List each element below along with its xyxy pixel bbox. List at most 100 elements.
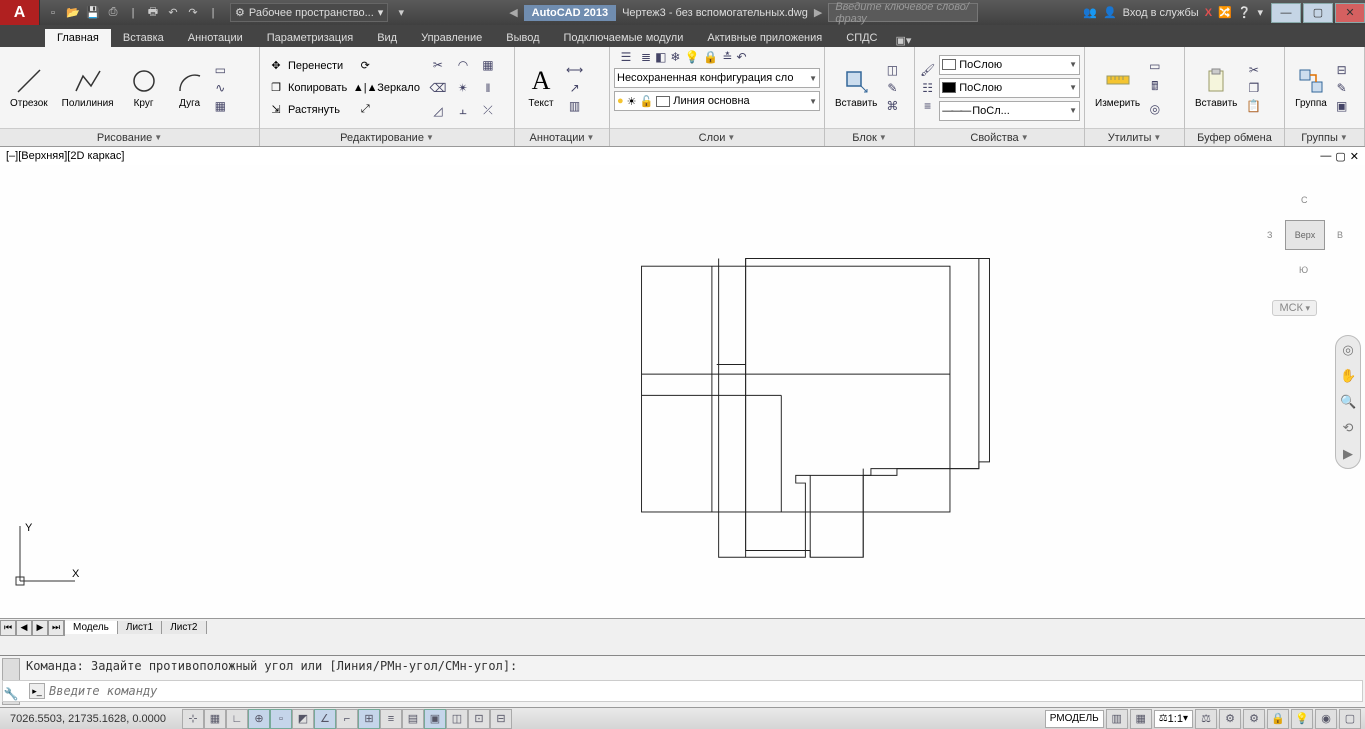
3dosnap-toggle[interactable]: ◩ <box>292 709 314 729</box>
edit-block-icon[interactable]: ✎ <box>885 80 899 96</box>
am-toggle[interactable]: ⊡ <box>468 709 490 729</box>
maximize-button[interactable]: ▢ <box>1303 3 1333 23</box>
explode-icon[interactable]: ✴ <box>451 77 475 99</box>
array-icon[interactable]: ▦ <box>476 54 500 76</box>
dim-linear-icon[interactable]: ⟷ <box>565 62 584 78</box>
qat-open-icon[interactable]: 📂 <box>64 4 82 22</box>
layout-prev-icon[interactable]: ◀ <box>16 620 32 636</box>
vc-north[interactable]: С <box>1301 195 1308 205</box>
isolate-icon[interactable]: ◉ <box>1315 709 1337 729</box>
list-icon[interactable]: ≡ <box>919 98 936 114</box>
viewcube[interactable]: С З Верх В Ю МСК ▾ <box>1265 190 1345 290</box>
paste-special-icon[interactable]: 📋 <box>1245 98 1262 114</box>
layer-props-icon[interactable]: ☰ <box>614 49 638 65</box>
anno-auto-icon[interactable]: ⚙ <box>1219 709 1241 729</box>
layout-first-icon[interactable]: ⏮ <box>0 620 16 636</box>
signin-link[interactable]: Вход в службы <box>1123 7 1199 19</box>
infocenter-icon[interactable]: 👥 <box>1083 6 1097 19</box>
qat-dropdown-icon[interactable]: ▾ <box>392 4 410 22</box>
layer-state-combo[interactable]: Несохраненная конфигурация сло ▼ <box>614 68 820 88</box>
group-edit-icon[interactable]: ✎ <box>1335 80 1348 96</box>
user-icon[interactable]: 👤 <box>1103 6 1117 19</box>
exchange-x-icon[interactable]: X <box>1205 7 1212 19</box>
layer-combo[interactable]: ● ☀ 🔓 Линия основна ▼ <box>614 91 820 111</box>
vc-south[interactable]: Ю <box>1299 265 1308 275</box>
search-input[interactable]: Введите ключевое слово/фразу <box>828 3 978 22</box>
otrack-toggle[interactable]: ∠ <box>314 709 336 729</box>
grid-toggle[interactable]: ▦ <box>204 709 226 729</box>
qat-saveas-icon[interactable]: ⎙ <box>104 4 122 22</box>
panel-annot-title[interactable]: Аннотации▼ <box>515 128 609 146</box>
measure-button[interactable]: Измерить <box>1089 64 1146 111</box>
panel-props-title[interactable]: Свойства▼ <box>915 128 1084 146</box>
align-icon[interactable]: ⫠ <box>451 100 475 122</box>
vp-max-icon[interactable]: ▢ <box>1335 150 1345 163</box>
qat-plot-icon[interactable]: 🖶 <box>144 4 162 22</box>
stretch-button[interactable]: ⇲Растянуть <box>264 100 351 120</box>
tr-toggle[interactable]: ⊟ <box>490 709 512 729</box>
panel-modify-title[interactable]: Редактирование▼ <box>260 128 514 146</box>
mirror-button[interactable]: ▲|▲Зеркало <box>353 78 424 98</box>
create-block-icon[interactable]: ◫ <box>885 62 899 78</box>
props-palette-icon[interactable]: ☷ <box>919 80 936 96</box>
vc-face[interactable]: Верх <box>1285 220 1325 250</box>
title-prev-icon[interactable]: ◀ <box>509 6 517 19</box>
panel-block-title[interactable]: Блок▼ <box>825 128 914 146</box>
tab-view[interactable]: Вид <box>365 29 409 47</box>
layer-prev-icon[interactable]: ↶ <box>735 49 747 65</box>
toolbar-lock-icon[interactable]: 🔒 <box>1267 709 1289 729</box>
tab-expand-icon[interactable]: ▣▾ <box>890 34 918 47</box>
tab-parametric[interactable]: Параметризация <box>255 29 365 47</box>
ws-switch-icon[interactable]: ⚙ <box>1243 709 1265 729</box>
wcs-label[interactable]: МСК ▾ <box>1272 300 1317 316</box>
layout-tab-sheet1[interactable]: Лист1 <box>118 621 162 634</box>
vp-min-icon[interactable]: — <box>1320 150 1331 163</box>
paste-button[interactable]: Вставить <box>1189 64 1243 111</box>
layout-last-icon[interactable]: ⏭ <box>48 620 64 636</box>
tab-spds[interactable]: СПДС <box>834 29 889 47</box>
panel-utils-title[interactable]: Утилиты▼ <box>1085 128 1184 146</box>
quickview-drawings-icon[interactable]: ▦ <box>1130 709 1152 729</box>
clean-screen-icon[interactable]: ▢ <box>1339 709 1361 729</box>
linetype-combo[interactable]: ———ПоСл...▼ <box>939 101 1080 121</box>
layout-tab-sheet2[interactable]: Лист2 <box>162 621 206 634</box>
attr-icon[interactable]: ⌘ <box>885 98 899 114</box>
offset-icon[interactable]: ‖ <box>476 77 500 99</box>
ducs-toggle[interactable]: ⌐ <box>336 709 358 729</box>
nav-orbit-icon[interactable]: ⟲ <box>1340 420 1356 436</box>
trim-icon[interactable]: ✂ <box>426 54 450 76</box>
line-button[interactable]: Отрезок <box>4 64 54 111</box>
qat-undo-icon[interactable]: ↶ <box>164 4 182 22</box>
exchange-swap-icon[interactable]: 🔀 <box>1218 6 1232 19</box>
layer-off-icon[interactable]: 💡 <box>683 49 700 65</box>
title-next-icon[interactable]: ▶ <box>814 6 822 19</box>
layer-lock-icon[interactable]: 🔒 <box>702 49 719 65</box>
rotate-button[interactable]: ⟳ <box>353 56 424 76</box>
leader-icon[interactable]: ↗ <box>565 80 584 96</box>
layer-freeze-icon[interactable]: ❄ <box>669 49 681 65</box>
rect-icon[interactable]: ▭ <box>214 62 227 78</box>
group-bbox-icon[interactable]: ▣ <box>1335 98 1348 114</box>
tab-manage[interactable]: Управление <box>409 29 494 47</box>
cut-icon[interactable]: ✂ <box>1245 62 1262 78</box>
erase-icon[interactable]: ⌫ <box>426 77 450 99</box>
match-props-icon[interactable]: 🖌 <box>919 62 936 78</box>
close-button[interactable]: ✕ <box>1335 3 1365 23</box>
command-prompt-icon[interactable]: ▸_ <box>29 683 45 699</box>
vc-east[interactable]: В <box>1337 230 1343 240</box>
table-icon[interactable]: ▥ <box>565 98 584 114</box>
vc-west[interactable]: З <box>1267 230 1272 240</box>
nav-showmotion-icon[interactable]: ▶ <box>1340 446 1356 462</box>
sc-toggle[interactable]: ◫ <box>446 709 468 729</box>
color-combo[interactable]: ПоСлою▼ <box>939 55 1080 75</box>
break-icon[interactable]: ⤫ <box>476 100 500 122</box>
tpy-toggle[interactable]: ▤ <box>402 709 424 729</box>
nav-wheel-icon[interactable]: ◎ <box>1340 342 1356 358</box>
calc-icon[interactable]: 🖩 <box>1148 76 1161 99</box>
layout-next-icon[interactable]: ▶ <box>32 620 48 636</box>
hardware-accel-icon[interactable]: 💡 <box>1291 709 1313 729</box>
lineweight-combo[interactable]: ПоСлою▼ <box>939 78 1080 98</box>
model-space-button[interactable]: РМОДЕЛЬ <box>1045 710 1104 728</box>
lwt-toggle[interactable]: ≡ <box>380 709 402 729</box>
nav-zoom-icon[interactable]: 🔍 <box>1340 394 1356 410</box>
